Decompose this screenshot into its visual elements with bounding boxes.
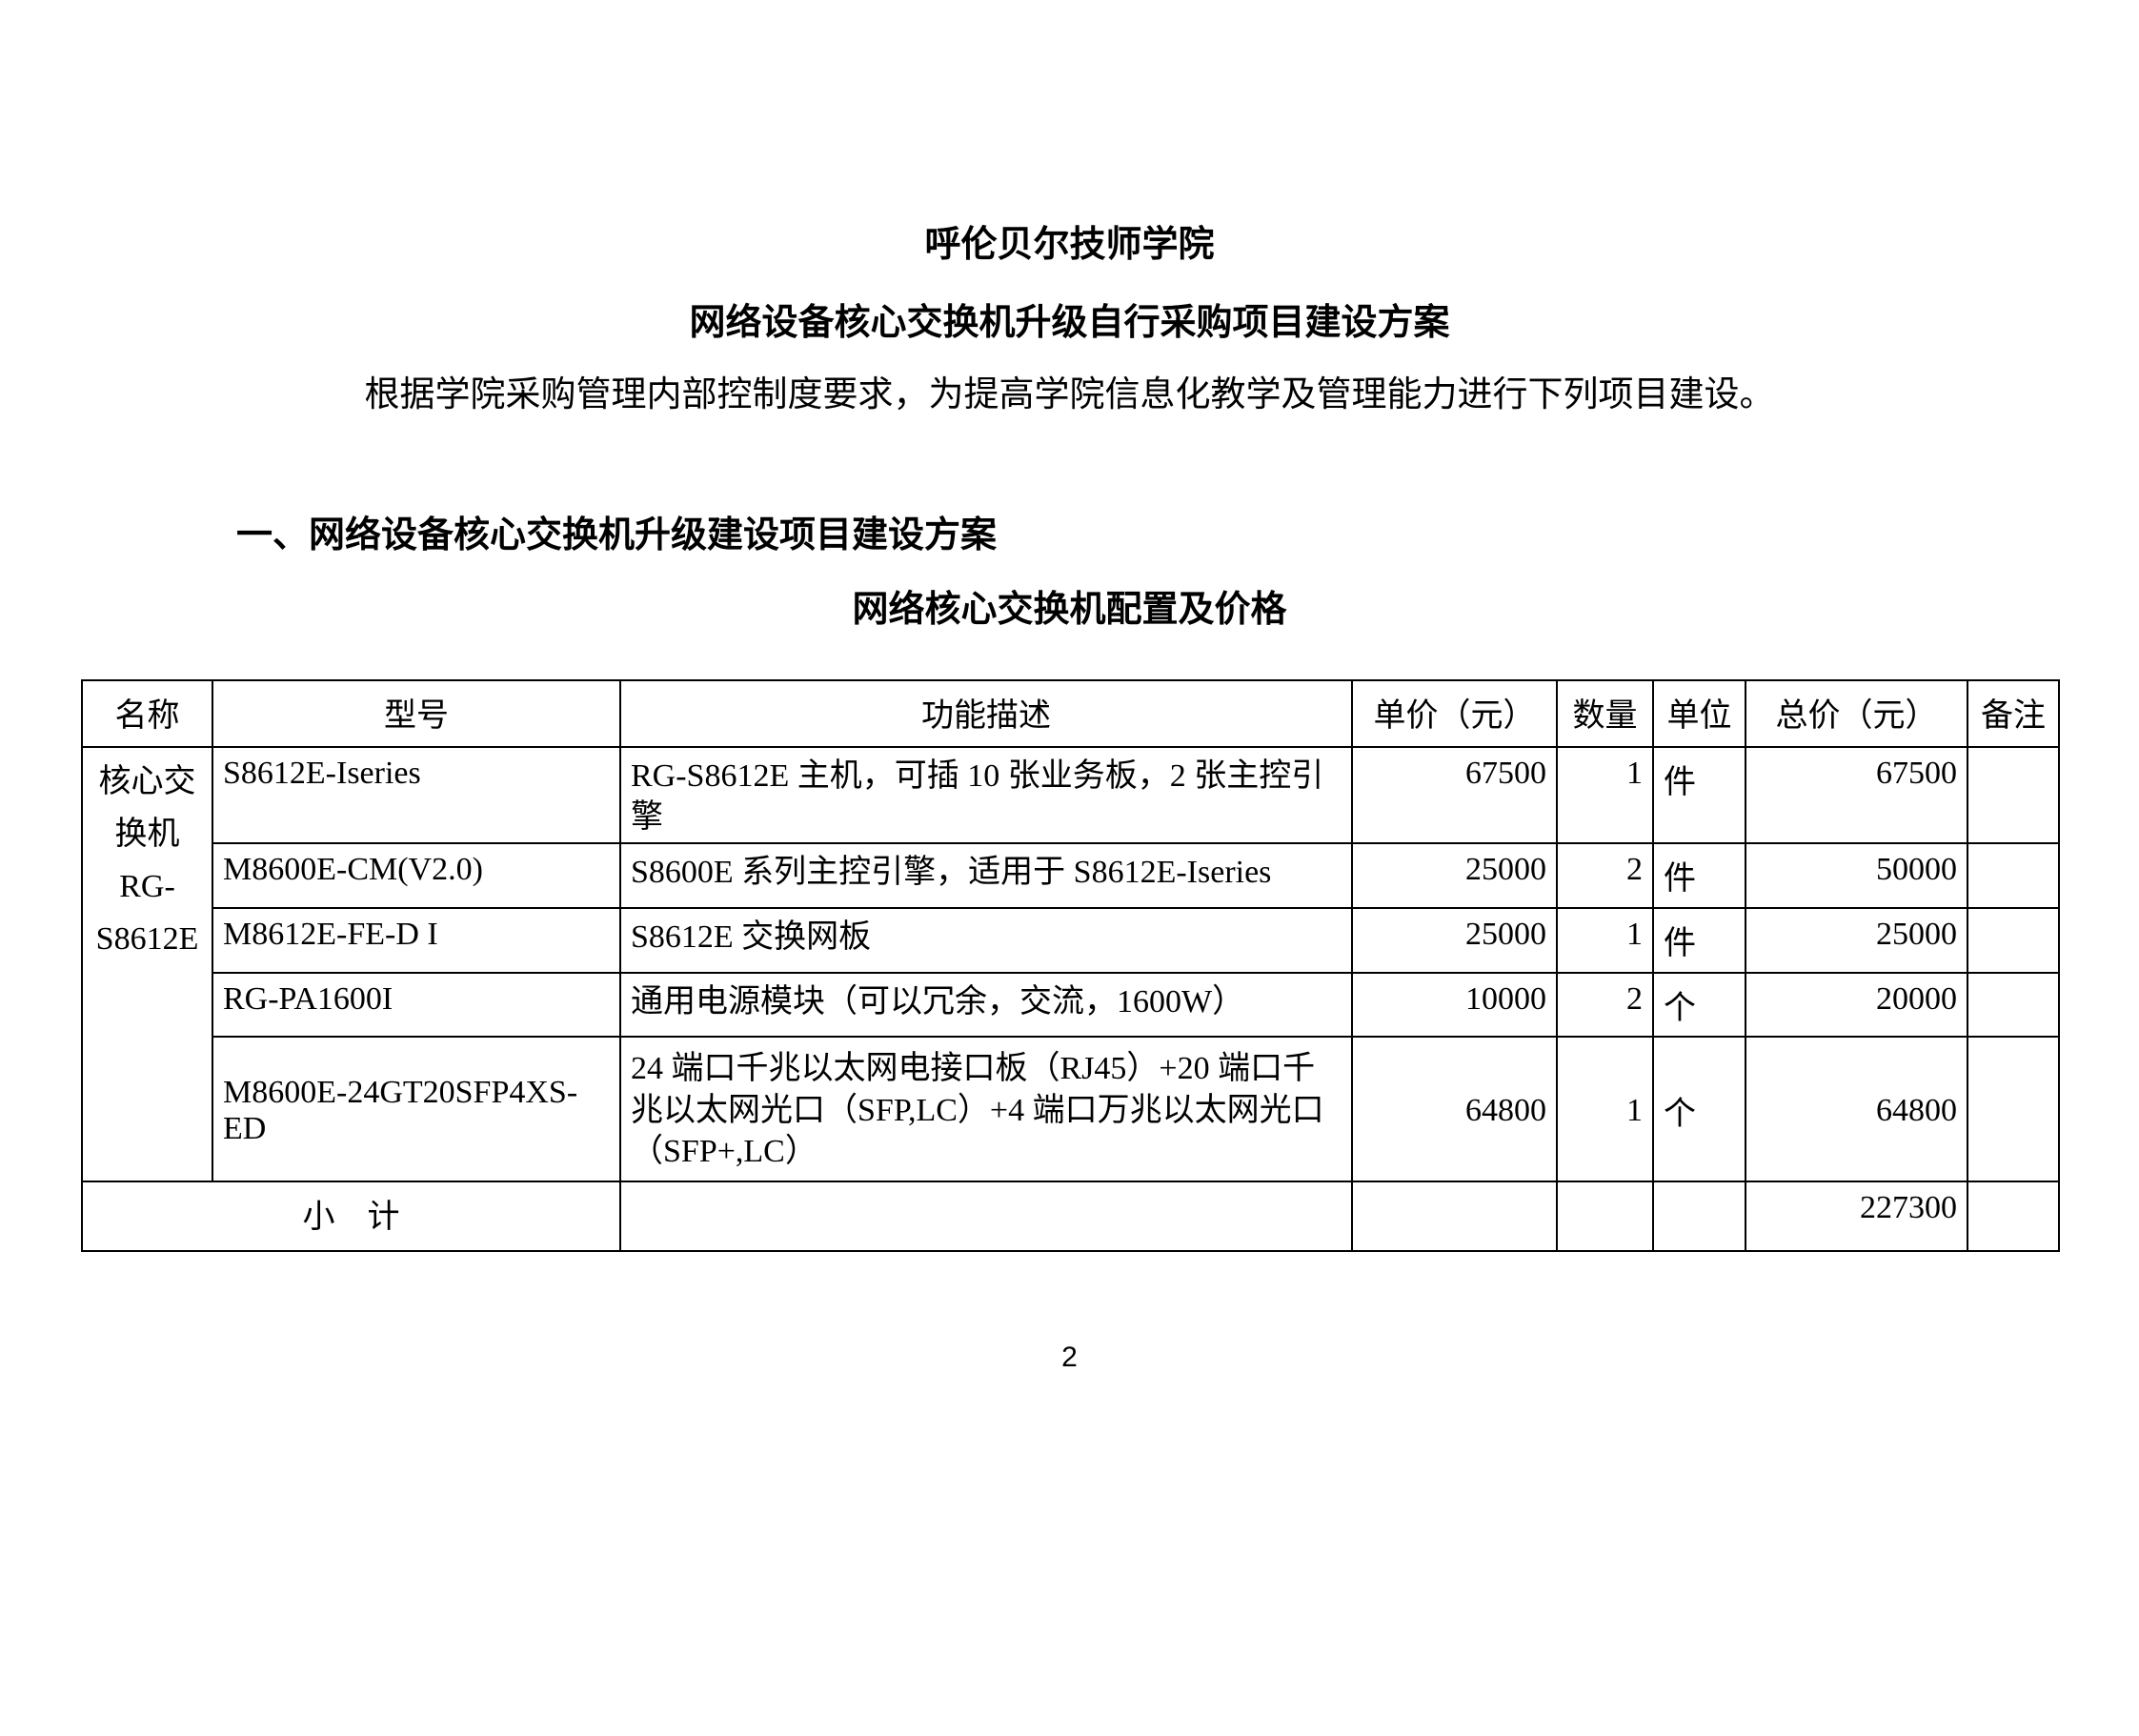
table-title: 网络核心交换机配置及价格	[852, 590, 1287, 631]
group-name-line: RG-S8612E	[95, 868, 199, 957]
table-row: 核心交换机 RG-S8612E S8612E-Iseries RG-S8612E…	[81, 745, 2060, 1182]
quantity-cell: 1	[1556, 906, 1654, 974]
quantity-cell	[1556, 1180, 1654, 1252]
unit-price-cell: 25000	[1351, 906, 1558, 974]
group-name-cell: 核心交换机 RG-S8612E	[81, 745, 213, 1182]
group-name-line: 核心交换机	[98, 763, 196, 852]
description-cell: RG-S8612E 主机，可插 10 张业务板，2 张主控引擎	[619, 745, 1353, 844]
model-cell: RG-PA1600I	[212, 971, 621, 1038]
unit-cell: 个	[1652, 1035, 1746, 1182]
document-page: 呼伦贝尔技师学院 网络设备核心交换机升级自行采购项目建设方案 根据学院采购管理内…	[0, 224, 2139, 1736]
model-cell: M8600E-24GT20SFP4XS-ED	[212, 1035, 621, 1182]
quantity-cell: 2	[1556, 841, 1654, 909]
column-header-name: 名称	[81, 678, 213, 748]
document-title: 呼伦贝尔技师学院	[924, 225, 1215, 265]
unit-cell: 件	[1652, 745, 1746, 844]
description-cell	[619, 1180, 1353, 1252]
page-number: 2	[1061, 1341, 1078, 1373]
model-cell: M8600E-CM(V2.0)	[212, 841, 621, 909]
table-row: M8600E-24GT20SFP4XS-ED 24 端口千兆以太网电接口板（RJ…	[82, 1035, 2060, 1182]
total-price-cell: 25000	[1745, 906, 1968, 974]
unit-price-cell: 10000	[1351, 971, 1558, 1038]
description-cell: 通用电源模块（可以冗余，交流，1600W）	[619, 971, 1353, 1038]
column-header-quantity: 数量	[1556, 678, 1654, 748]
column-header-total-price: 总价（元）	[1745, 678, 1968, 748]
column-header-unit-price: 单价（元）	[1351, 678, 1558, 748]
model-cell: S8612E-Iseries	[212, 745, 621, 844]
subtotal-total-price-cell: 227300	[1745, 1180, 1968, 1252]
remark-cell	[1967, 841, 2060, 909]
quantity-cell: 1	[1556, 1035, 1654, 1182]
unit-cell: 个	[1652, 971, 1746, 1038]
unit-cell	[1652, 1180, 1746, 1252]
column-header-description: 功能描述	[619, 678, 1353, 748]
total-price-cell: 50000	[1745, 841, 1968, 909]
description-cell: S8612E 交换网板	[619, 906, 1353, 974]
column-header-remark: 备注	[1967, 678, 2060, 748]
intro-paragraph: 根据学院采购管理内部控制度要求，为提高学院信息化教学及管理能力进行下列项目建设。	[364, 375, 1775, 415]
quantity-cell: 1	[1556, 745, 1654, 844]
document-subtitle: 网络设备核心交换机升级自行采购项目建设方案	[689, 302, 1450, 343]
column-header-unit: 单位	[1652, 678, 1746, 748]
section-heading: 一、网络设备核心交换机升级建设项目建设方案	[236, 515, 998, 556]
quantity-cell: 2	[1556, 971, 1654, 1038]
model-cell: M8612E-FE-D I	[212, 906, 621, 974]
unit-cell: 件	[1652, 906, 1746, 974]
table-row: M8612E-FE-D I S8612E 交换网板 25000 1 件 2500…	[82, 906, 2060, 974]
remark-cell	[1967, 745, 2060, 844]
total-price-cell: 20000	[1745, 971, 1968, 1038]
remark-cell	[1967, 1035, 2060, 1182]
table-header-row: 名称 型号 功能描述 单价（元） 数量 单位 总价（元） 备注	[81, 678, 2060, 748]
remark-cell	[1967, 971, 2060, 1038]
unit-price-cell: 25000	[1351, 841, 1558, 909]
unit-price-cell: 64800	[1351, 1035, 1558, 1182]
table-row: RG-PA1600I 通用电源模块（可以冗余，交流，1600W） 10000 2…	[82, 971, 2060, 1038]
table-row: M8600E-CM(V2.0) S8600E 系列主控引擎，适用于 S8612E…	[82, 841, 2060, 909]
subtotal-row: 小 计 227300	[81, 1180, 2060, 1252]
description-cell: 24 端口千兆以太网电接口板（RJ45）+20 端口千兆以太网光口（SFP,LC…	[619, 1035, 1353, 1182]
remark-cell	[1967, 1180, 2060, 1252]
price-table: 名称 型号 功能描述 单价（元） 数量 单位 总价（元） 备注 核心交换机 RG…	[81, 678, 2060, 1252]
description-cell: S8600E 系列主控引擎，适用于 S8612E-Iseries	[619, 841, 1353, 909]
remark-cell	[1967, 906, 2060, 974]
subtotal-label-cell: 小 计	[81, 1180, 621, 1252]
unit-cell: 件	[1652, 841, 1746, 909]
total-price-cell: 67500	[1745, 745, 1968, 844]
total-price-cell: 64800	[1745, 1035, 1968, 1182]
column-header-model: 型号	[212, 678, 621, 748]
unit-price-cell	[1351, 1180, 1558, 1252]
unit-price-cell: 67500	[1351, 745, 1558, 844]
